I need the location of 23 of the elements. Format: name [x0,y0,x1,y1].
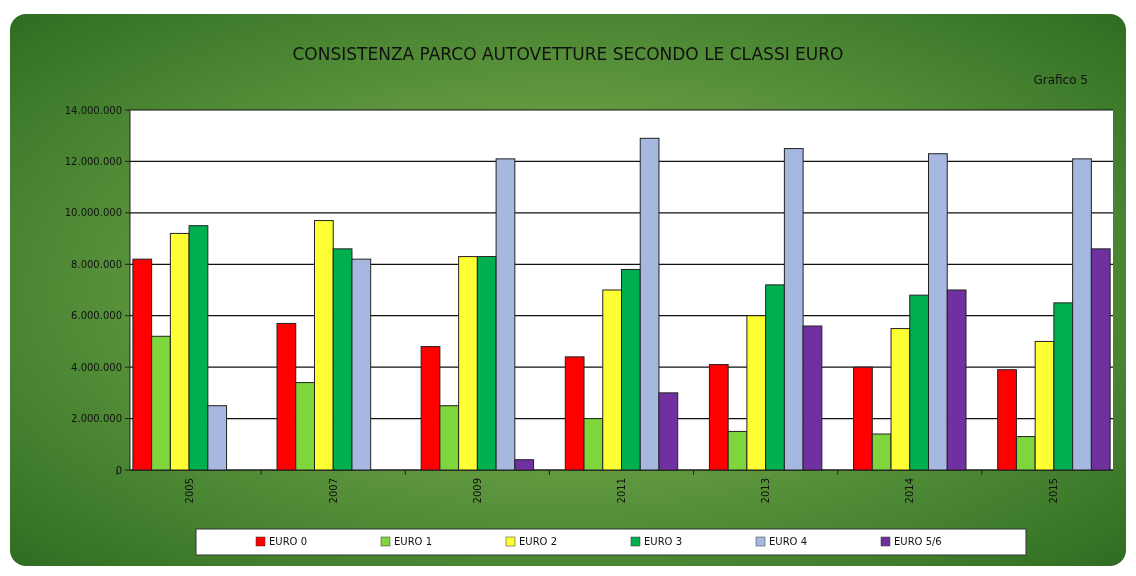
y-tick-label: 4.000.000 [71,361,122,373]
y-tick-label: 2.000.000 [71,413,122,425]
legend-label: EURO 3 [644,535,682,547]
y-tick-label: 8.000.000 [71,258,122,270]
legend-label: EURO 0 [269,535,307,547]
x-tick-label: 2015 [1048,478,1060,504]
text: Grafico 5 [1033,73,1088,87]
legend-label: EURO 1 [394,535,432,547]
legend-label: EURO 4 [769,535,807,547]
y-tick-label: 10.000.000 [64,207,122,219]
x-tick-label: 2011 [616,478,627,504]
x-tick-label: 2014 [904,478,916,504]
y-tick-label: 14.000.000 [64,104,122,116]
legend-label: EURO 2 [519,535,557,547]
x-tick-label: 2013 [760,478,772,504]
y-tick-label: 12.000.000 [64,155,122,167]
x-tick-label: 2007 [327,478,339,504]
x-tick-label: 2005 [183,478,195,504]
y-tick-label: 0 [115,464,122,476]
chart-title: CONSISTENZA PARCO AUTOVETTURE SECONDO LE CLASSI EURO [292,44,844,64]
x-tick-label: 2009 [471,478,483,504]
y-tick-label: 6.000.000 [71,310,122,322]
legend-label: EURO 5/6 [894,535,942,547]
